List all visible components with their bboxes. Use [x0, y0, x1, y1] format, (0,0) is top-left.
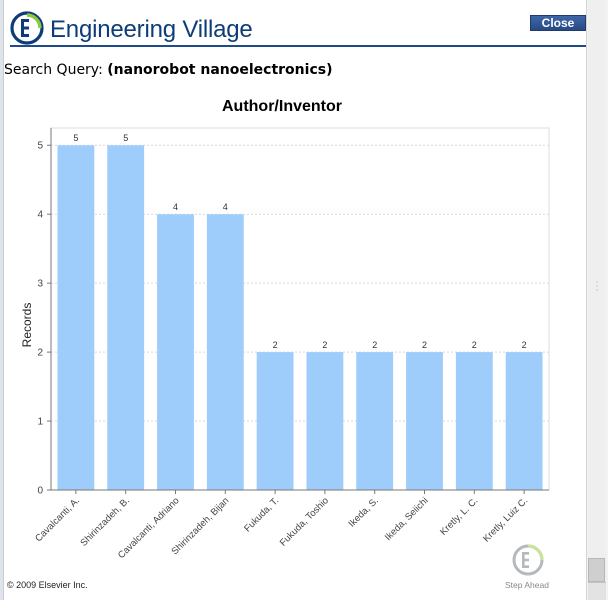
- search-query-label: Search Query:: [4, 62, 103, 78]
- bar: [206, 214, 244, 490]
- x-tick-label: Shirinzadeh, B.: [78, 495, 131, 548]
- scroll-down-button[interactable]: [588, 582, 606, 600]
- step-ahead-tagline: Step Ahead: [505, 580, 549, 590]
- bar-value-label: 2: [472, 340, 477, 350]
- bars: 5 5 4 4 2 2 2 2 2 2: [57, 133, 543, 490]
- y-tick-label: 4: [37, 210, 43, 221]
- y-tick-label: 2: [37, 348, 43, 359]
- y-tick-label: 3: [37, 279, 43, 290]
- x-tick-label: Fukuda, Toshio: [278, 495, 331, 548]
- y-tick-label: 1: [37, 417, 43, 428]
- header: Engineering Village Close: [4, 0, 586, 48]
- bar: [57, 145, 95, 490]
- scrollbar-thumb[interactable]: [588, 558, 605, 582]
- scrollbar-grip-icon: · · ·: [595, 278, 599, 296]
- bar-value-label: 2: [273, 340, 278, 350]
- close-button[interactable]: Close: [530, 15, 586, 31]
- bar-value-label: 2: [322, 340, 327, 350]
- y-axis-label: Records: [20, 303, 34, 348]
- bar: [406, 352, 443, 490]
- x-tick-label: Ikeda, Seiichi: [383, 495, 431, 543]
- chart-title: Author/Inventor: [222, 98, 342, 115]
- bar-value-label: 5: [73, 133, 78, 143]
- scrollbar-track[interactable]: [588, 0, 606, 600]
- bar-value-label: 5: [123, 133, 128, 143]
- header-divider: [10, 45, 586, 47]
- y-tick-label: 5: [37, 141, 43, 152]
- bar: [505, 352, 543, 490]
- bar: [356, 352, 394, 490]
- bar-value-label: 4: [173, 202, 178, 212]
- x-tick-label: Fukuda, T.: [242, 495, 281, 534]
- x-tick-label: Kretly, L. C.: [438, 495, 480, 537]
- copyright-text: © 2009 Elsevier Inc.: [7, 580, 88, 590]
- logo-text: Engineering Village: [50, 16, 253, 43]
- bar-value-label: 4: [223, 202, 228, 212]
- bar: [107, 145, 145, 490]
- step-ahead-logo-icon: [512, 544, 544, 576]
- bar-value-label: 2: [522, 340, 527, 350]
- x-tick-label: Kretly, Luiz C.: [481, 495, 530, 544]
- bar: [455, 352, 493, 490]
- bar: [256, 352, 294, 490]
- x-tick-label: Cavalcanti, A.: [33, 495, 82, 544]
- search-query: Search Query: (nanorobot nanoelectronics…: [4, 62, 332, 78]
- x-tick-label: Ikeda, S.: [347, 495, 381, 529]
- engineering-village-logo-icon: [10, 11, 44, 45]
- bar-value-label: 2: [372, 340, 377, 350]
- bar: [306, 352, 344, 490]
- bar-value-label: 2: [422, 340, 427, 350]
- window-left-border: [0, 0, 4, 600]
- author-chart: Author/Inventor Records 5 5 4 4 2 2 2 2 2 2 0 1 2 3 4…: [0, 90, 586, 570]
- bar-chart-svg: Author/Inventor Records 5 5 4 4 2 2 2 2 2 2 0 1 2 3 4…: [20, 98, 550, 561]
- y-tick-label: 0: [37, 486, 43, 497]
- bar: [157, 214, 194, 490]
- search-query-value: (nanorobot nanoelectronics): [107, 62, 333, 78]
